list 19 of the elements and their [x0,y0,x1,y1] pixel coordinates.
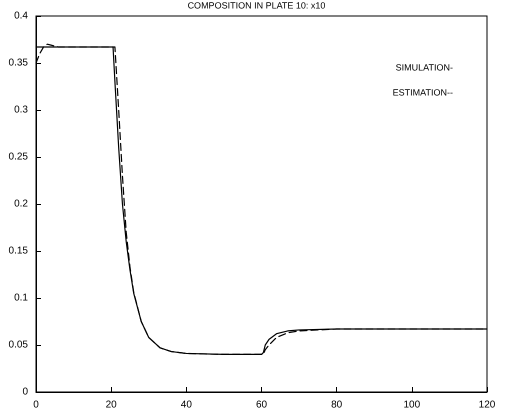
x-tick-label: 60 [256,400,268,410]
y-tick-label: 0.35 [8,58,28,68]
y-tick-label: 0.3 [14,104,28,116]
y-tick-label: 0 [22,386,28,398]
y-tick-label: 0.1 [14,292,28,304]
y-tick-label: 0.15 [8,246,28,256]
x-tick-label: 80 [331,400,343,410]
x-tick-label: 0 [33,400,40,410]
x-tick-label: 20 [106,400,118,410]
y-tick-label: 0.4 [14,10,28,22]
chart-title: COMPOSITION IN PLATE 10: x10 [188,0,326,10]
y-tick-label: 0.05 [8,340,28,350]
x-tick-label: 120 [478,400,496,410]
x-tick-label: 100 [403,400,421,410]
x-tick-label: 40 [180,400,192,410]
y-tick-label: 0.25 [8,152,28,162]
y-tick-label: 0.2 [14,198,28,210]
annotation: ESTIMATION-- [392,88,454,98]
annotation: SIMULATION- [396,62,454,72]
